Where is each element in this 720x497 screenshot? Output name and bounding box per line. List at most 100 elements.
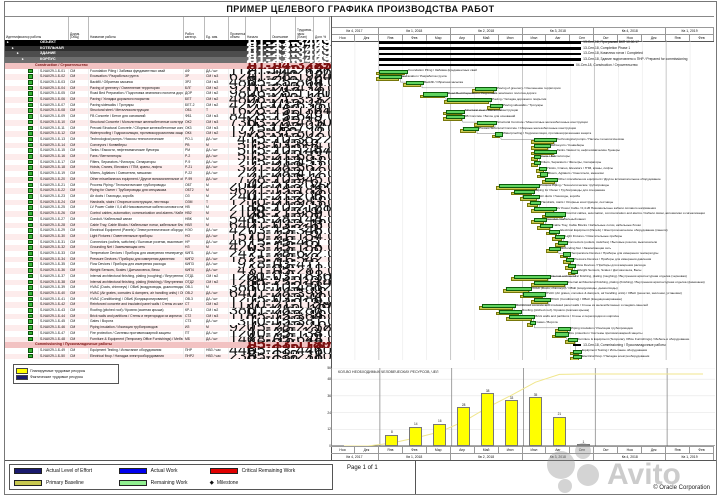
doc-code: СМ bbox=[69, 188, 89, 194]
activity-bar-label: Paving sidewalks / Тротуары bbox=[502, 102, 543, 107]
project-volume: 120 bbox=[229, 331, 256, 337]
percent-complete: 24.0% bbox=[314, 108, 331, 114]
work-category: СТ bbox=[184, 302, 205, 309]
planned-hours: 2188 bbox=[296, 205, 331, 211]
month-cell: Ноя bbox=[618, 446, 643, 453]
activity-icon-cell bbox=[5, 325, 39, 331]
month-cell: Сен bbox=[570, 34, 595, 41]
activity-name: Electrical Equipment (Panels) / Электрот… bbox=[89, 228, 184, 234]
doc-code: СМ bbox=[69, 313, 89, 320]
activity-icon bbox=[28, 279, 34, 285]
doc-code: СМ bbox=[69, 159, 89, 166]
finish-date: 25-Авг-18 bbox=[271, 331, 319, 337]
legend-item: Actual Work bbox=[118, 468, 210, 474]
percent-complete: 2.0% bbox=[314, 257, 331, 263]
table-row: S-NAV29-1.Б-06 СМ Paving / Укладка дорожно… bbox=[5, 97, 331, 103]
table-row: S-NAV29-1.Б-15 СМ Tanks / Емкости, нефтехи… bbox=[5, 148, 331, 155]
activity-table: ▸ОБЪЕКТ01-Янв-1813-Сен-183403029%▸КОТЕЛЬ… bbox=[5, 40, 331, 360]
percent-complete: 2.0% bbox=[314, 165, 331, 171]
activity-id: S-NAV29-1.Б-39 bbox=[39, 285, 69, 291]
start-date: 21-Авг-18 bbox=[246, 251, 294, 257]
unit: СМ / м3 bbox=[205, 125, 229, 132]
work-category: МБ bbox=[184, 336, 205, 343]
quarter-cell: Кв 4, 2018 bbox=[594, 453, 667, 460]
activity-name: HVAC (Conditioning) / ОВиК (Кондициониро… bbox=[89, 296, 184, 303]
doc-code: СМ bbox=[69, 251, 89, 257]
doc-code: СМ bbox=[69, 102, 89, 109]
percent-complete: 4.0% bbox=[314, 234, 331, 240]
remaining-work-bar bbox=[514, 189, 536, 194]
table-row: S-NAV29-1.Б-08 СМ Structural steel / Метал… bbox=[5, 108, 331, 115]
percent-complete: 29% bbox=[314, 40, 331, 46]
work-category: ОБТ2 bbox=[184, 188, 205, 194]
legend-item: Critical Remaining Work bbox=[209, 468, 328, 474]
activity-id: S-NAV29-1.Б-45 bbox=[39, 319, 69, 326]
activity-id: S-NAV29-1.Б-40 bbox=[39, 290, 69, 297]
remaining-work-bar bbox=[534, 149, 557, 154]
activity-id: S-NAV29-1.Б-38 bbox=[39, 279, 69, 286]
doc-code: СМ bbox=[69, 148, 89, 155]
activity-icon-cell bbox=[5, 279, 39, 286]
table-row: S-NAV29-1.Б-46 СМ Piping insulation / Изол… bbox=[5, 325, 331, 331]
doc-code: СМ bbox=[69, 199, 89, 206]
planned-hours: 1361 bbox=[296, 108, 331, 114]
percent-complete: 4.0% bbox=[314, 143, 331, 149]
work-category: КИП1 bbox=[184, 251, 205, 257]
activity-id: S-NAV29-1.Б-34 bbox=[39, 256, 69, 263]
table-row: S-NAV29-1.Б-26 СМ Control cables, automati… bbox=[5, 211, 331, 217]
activity-icon bbox=[28, 199, 34, 205]
project-volume: 112 bbox=[229, 69, 255, 75]
activity-id: S-NAV29-1.Б-17 bbox=[39, 159, 69, 166]
work-category: БЕТ-2 bbox=[184, 102, 205, 109]
legend-label: Фактические трудовые ресурсы bbox=[30, 375, 84, 380]
activity-icon-cell bbox=[5, 222, 39, 229]
table-row: S-NAV29-1.Б-30 СМ Light Fixtures / Осветит… bbox=[5, 233, 331, 240]
remaining-work-bar bbox=[447, 98, 493, 103]
month-cell: Окт bbox=[594, 446, 619, 453]
histogram-months: НояДекЯнвФевМарАпрМайИюнИюлАвгСенОктНояД… bbox=[331, 446, 714, 453]
remaining-work-bar bbox=[445, 115, 465, 120]
planned-hours: 38 bbox=[296, 319, 314, 325]
activity-icon bbox=[28, 256, 34, 262]
work-category: Р-9 bbox=[184, 159, 205, 166]
activity-icon bbox=[28, 68, 34, 74]
planned-hours: 446 bbox=[296, 348, 323, 354]
activity-name: Roofing (pitched roof) / Кровля (скатная… bbox=[89, 308, 184, 314]
timeline-quarters: Кв 4, 2017 Кв 1, 2018 Кв 2, 2018 Кв 3, 2018… bbox=[331, 27, 714, 34]
legend-label: Milestone bbox=[216, 480, 239, 486]
planned-hours: 186 bbox=[296, 297, 323, 303]
activity-id: S-NAV29-1.Б-29 bbox=[39, 228, 69, 234]
month-cell: Янв bbox=[378, 34, 403, 41]
folder-icon: ▸ bbox=[7, 40, 9, 44]
avito-watermark-text: Avito bbox=[607, 458, 681, 491]
activity-bar-label: Gates / Ворота bbox=[536, 319, 558, 324]
unit: НВЗ / час bbox=[205, 347, 229, 354]
activity-bar-label: LV Power Cable / 0,4 кВ Низковольтные ка… bbox=[556, 205, 656, 210]
doc-code: СМ bbox=[69, 285, 89, 291]
activity-icon-cell bbox=[5, 256, 39, 263]
remaining-work-bar bbox=[514, 275, 551, 280]
activity-id: S-NAV29-1.Б-35 bbox=[39, 262, 69, 269]
activity-bar-label: HVAC (Air grates, consoles & dampers, ai… bbox=[546, 291, 682, 296]
unit: СМ / м2 bbox=[205, 97, 229, 103]
y-axis-tick-label: 48 bbox=[327, 377, 331, 382]
percent-complete: 22.0% bbox=[314, 137, 331, 143]
work-category: НВ bbox=[184, 205, 205, 212]
activity-icon bbox=[28, 290, 34, 296]
remaining-work-bar bbox=[534, 281, 568, 286]
table-row: S-NAV29-1.Б-25 СМ LV Power Cable / 0,4 кВ … bbox=[5, 205, 331, 212]
histogram-bar bbox=[457, 407, 471, 446]
table-row: S-NAV29-1.Б-41 СМ HVAC (Conditioning) / ОВ… bbox=[5, 296, 331, 303]
remaining-work-bar bbox=[522, 292, 547, 297]
finish-date: 28-Авг-18 bbox=[271, 325, 319, 331]
activity-icon bbox=[28, 74, 34, 79]
start-date: 15-Авг-18 bbox=[246, 325, 294, 331]
percent-complete: 4.0% bbox=[314, 217, 331, 223]
activity-id: S-NAV29-1.Б-30 bbox=[39, 233, 69, 240]
column-header: Начало bbox=[246, 17, 271, 41]
quarter-cell: Кв 1, 2019 bbox=[666, 453, 714, 460]
doc-code: СМ bbox=[69, 211, 89, 217]
activity-name: Light Fixtures / Осветительные приборы bbox=[89, 233, 184, 240]
start-date: 28-Авг-18 bbox=[246, 262, 294, 268]
copyright: © Oracle Corporation bbox=[653, 485, 710, 491]
